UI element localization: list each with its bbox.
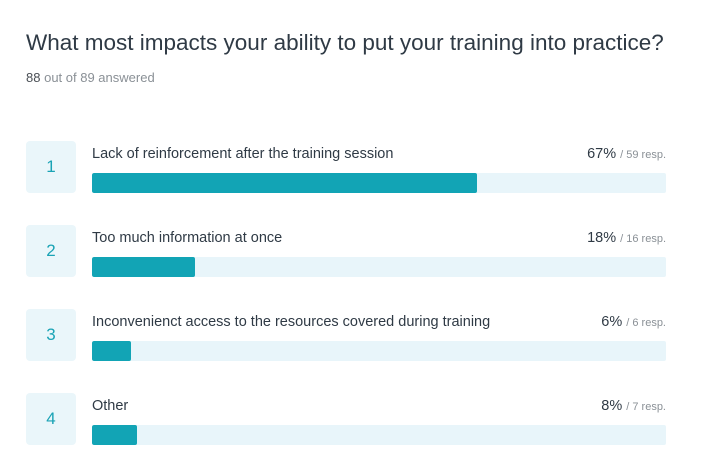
question-title: What most impacts your ability to put yo… [26,30,664,55]
option-rank-badge: 1 [26,141,76,193]
option-stats: 8% / 7 resp. [601,398,666,414]
progress-bar-fill [92,425,137,445]
option-rank-badge: 2 [26,225,76,277]
progress-bar-track [92,173,666,193]
option-rank-badge: 4 [26,393,76,445]
option-label: Lack of reinforcement after the training… [92,146,394,162]
option-row-1: 1 Lack of reinforcement after the traini… [26,141,666,193]
option-percent: 6% [601,314,623,330]
option-row-3: 3 Inconvenienct access to the resources … [26,309,666,361]
option-rank-badge: 3 [26,309,76,361]
progress-bar-fill [92,257,196,277]
option-row-2: 2 Too much information at once 18% / 16 … [26,225,666,277]
option-percent: 8% [601,398,623,414]
option-percent: 67% [587,146,617,162]
option-label: Inconvenienct access to the resources co… [92,314,491,330]
option-row-4: 4 Other 8% / 7 resp. [26,393,666,445]
option-stats: 6% / 6 resp. [601,314,666,330]
progress-bar-track [92,257,666,277]
progress-bar-track [92,341,666,361]
progress-bar-fill [92,173,477,193]
option-stats: 67% / 59 resp. [587,146,666,162]
answered-suffix: out of 89 answered [44,70,155,85]
option-label: Too much information at once [92,230,283,246]
option-responses: / 59 resp. [620,149,666,161]
option-responses: / 6 resp. [626,317,666,329]
progress-bar-track [92,425,666,445]
answered-summary: 88 out of 89 answered [26,70,155,85]
progress-bar-fill [92,341,132,361]
option-stats: 18% / 16 resp. [587,230,666,246]
answered-count: 88 [26,70,41,85]
option-responses: / 7 resp. [626,401,666,413]
option-label: Other [92,398,129,414]
option-percent: 18% [587,230,617,246]
option-responses: / 16 resp. [620,233,666,245]
